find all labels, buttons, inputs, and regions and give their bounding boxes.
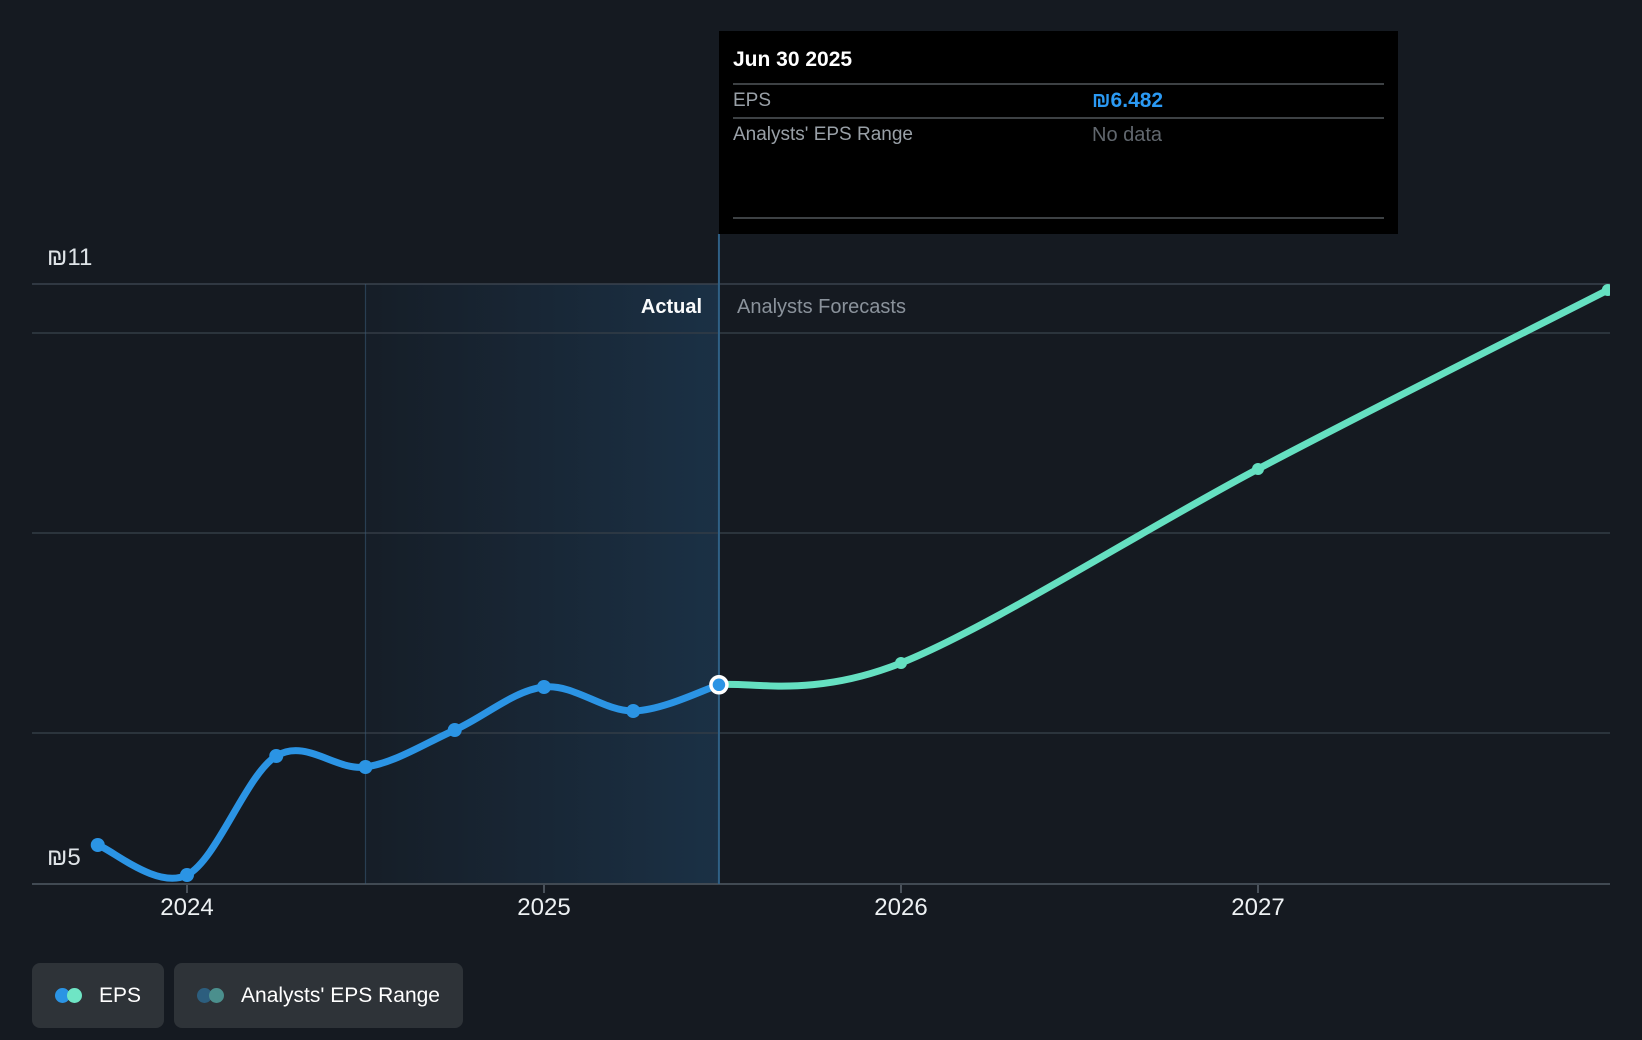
eps-actual-line	[94, 681, 723, 882]
x-axis-label-2026: 2026	[874, 894, 928, 921]
actual-data-point[interactable]	[90, 838, 105, 852]
legend-eps-range-label: Analysts' EPS Range	[241, 983, 440, 1007]
eps-range-dot1-icon	[197, 988, 213, 1003]
tooltip-divider	[733, 83, 1384, 85]
eps-actual-dot-icon	[55, 988, 70, 1003]
eps-forecast-line	[715, 286, 1610, 690]
eps-forecast-dot-icon	[67, 988, 82, 1003]
legend-item-eps[interactable]: EPS	[32, 963, 165, 1028]
forecast-data-point[interactable]	[895, 657, 907, 669]
eps-series-icon	[55, 988, 82, 1003]
eps-range-dot2-icon	[209, 988, 225, 1003]
hover-tooltip: Jun 30 2025 EPS ₪6.482 Analysts' EPS Ran…	[719, 31, 1398, 234]
actual-data-point[interactable]	[180, 868, 194, 882]
tooltip-divider	[733, 117, 1384, 119]
actual-data-point[interactable]	[358, 760, 373, 774]
highlight-band	[365, 284, 719, 884]
eps-range-series-icon	[197, 988, 225, 1003]
legend-item-analysts-eps-range[interactable]: Analysts' EPS Range	[174, 963, 463, 1028]
tooltip-spacer	[719, 151, 1398, 217]
forecast-section-label: Analysts Forecasts	[737, 296, 906, 318]
actual-data-point[interactable]	[537, 680, 551, 694]
tooltip-eps-value: ₪6.482	[1092, 89, 1164, 112]
actual-data-point[interactable]	[447, 723, 462, 737]
actual-section-label: Actual	[640, 296, 702, 318]
tooltip-eps-range-label: Analysts' EPS Range	[733, 124, 913, 145]
actual-data-point[interactable]	[269, 749, 284, 763]
forecast-data-point[interactable]	[1252, 463, 1264, 475]
y-axis-label-bottom: ₪5	[47, 844, 81, 871]
legend-eps-label: EPS	[99, 983, 142, 1007]
tooltip-date-title: Jun 30 2025	[733, 48, 853, 71]
x-axis-label-2024: 2024	[160, 894, 214, 921]
x-axis-label-2025: 2025	[517, 894, 571, 921]
actual-data-point[interactable]	[626, 704, 641, 718]
highlighted-data-point[interactable]	[709, 675, 729, 695]
tooltip-row-eps: EPS ₪6.482	[719, 85, 1398, 117]
forecast-data-point[interactable]	[1601, 284, 1614, 296]
tooltip-eps-range-value: No data	[1092, 124, 1163, 146]
chart-legend: EPS Analysts' EPS Range	[32, 963, 463, 1028]
tooltip-eps-label: EPS	[733, 90, 772, 111]
x-axis-label-2027: 2027	[1231, 894, 1285, 921]
tooltip-divider	[733, 217, 1384, 219]
y-axis-label-top: ₪11	[47, 244, 93, 271]
tooltip-row-eps-range: Analysts' EPS Range No data	[719, 119, 1398, 151]
